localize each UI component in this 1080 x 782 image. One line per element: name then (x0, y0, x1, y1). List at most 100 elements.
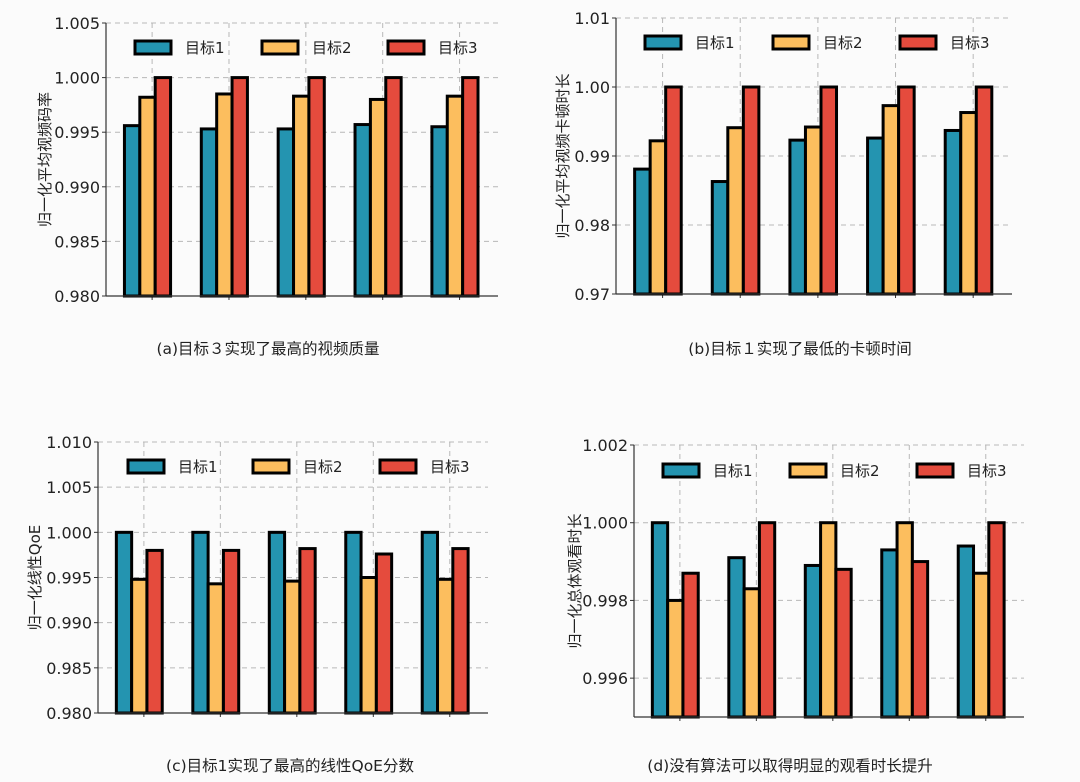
bar-series2-group4 (895, 521, 914, 719)
bar-series3-group3 (307, 76, 326, 298)
bar-series2-group3 (292, 94, 311, 298)
y-tick-label: 0.990 (46, 614, 92, 633)
y-axis-label: 归一化平均视频码率 (36, 92, 54, 227)
bar-series3-group5 (987, 521, 1006, 719)
legend-swatch-series2 (260, 39, 300, 56)
bar-series1-group1 (650, 521, 670, 719)
bar-series1-group3 (276, 127, 296, 298)
y-tick-label: 1.005 (54, 14, 100, 33)
legend-swatch-series3 (898, 34, 938, 51)
bar-series2-group2 (726, 126, 745, 296)
legend-label-series2: 目标2 (303, 458, 343, 476)
bar-series3-group1 (153, 76, 173, 298)
bar-series3-group2 (230, 76, 249, 298)
bar-series3-group5 (451, 547, 470, 715)
bar-series3-group4 (374, 552, 394, 715)
legend-swatch-series3 (915, 462, 955, 479)
bar-series3-group1 (664, 85, 683, 296)
bar-series2-group2 (215, 92, 234, 298)
y-tick-label: 1.000 (54, 69, 100, 88)
bar-series1-group3 (267, 530, 287, 715)
bar-series2-group4 (881, 104, 901, 296)
y-tick-label: 1.000 (582, 514, 628, 533)
legend-label-series3: 目标3 (438, 39, 478, 57)
bar-series2-group5 (972, 571, 991, 719)
chart-a: 0.980 0.985 0.990 0.995 1.000 1.005 归一化平均视频码率 目… (36, 14, 498, 306)
legend-swatch-series3 (378, 458, 418, 475)
bar-series1-group1 (633, 167, 652, 296)
legend-label-series1: 目标1 (178, 458, 218, 476)
bar-series1-group4 (880, 548, 899, 719)
bar-series1-group1 (122, 124, 142, 298)
bar-series1-group3 (803, 563, 823, 719)
y-tick-label: 1.000 (46, 523, 92, 542)
legend-label-series1: 目标1 (185, 39, 225, 57)
legend-label-series3: 目标3 (950, 34, 990, 52)
legend-swatch-series1 (661, 462, 701, 479)
bar-series2-group5 (959, 111, 978, 296)
y-tick-label: 0.995 (46, 569, 92, 588)
legend-swatch-series2 (251, 458, 291, 475)
y-axis-label: 归一化线性QoE (26, 525, 44, 630)
y-tick-label: 1.010 (46, 433, 92, 452)
y-tick-label: 0.97 (574, 285, 610, 304)
bar-series1-group1 (114, 530, 134, 715)
bar-series2-group4 (368, 97, 388, 298)
bar-series3-group2 (221, 548, 241, 715)
y-tick-label: 0.98 (574, 216, 610, 235)
bar-series1-group5 (943, 128, 963, 296)
legend: 目标1 目标2 目标3 (126, 458, 470, 476)
bar-series1-group2 (710, 180, 730, 296)
caption-a: (a)目标３实现了最高的视频质量 (156, 340, 380, 358)
bar-series3-group5 (461, 76, 480, 298)
bar-series3-group2 (741, 85, 761, 296)
bar-series2-group5 (445, 94, 465, 298)
bar-series2-group3 (803, 125, 823, 296)
bar-series3-group1 (145, 548, 164, 715)
bar-series1-group2 (199, 127, 219, 298)
y-tick-label: 1.002 (582, 436, 628, 455)
y-tick-label: 0.990 (54, 178, 100, 197)
y-tick-label: 0.995 (54, 123, 100, 142)
bar-series2-group3 (283, 579, 302, 715)
legend-label-series2: 目标2 (840, 462, 880, 480)
bar-series2-group3 (819, 521, 838, 719)
bar-series2-group2 (206, 582, 225, 715)
bar-series3-group4 (897, 85, 916, 296)
legend-label-series2: 目标2 (823, 34, 863, 52)
bar-series3-group4 (910, 560, 930, 719)
legend-label-series3: 目标3 (967, 462, 1007, 480)
bar-series3-group3 (819, 85, 839, 296)
legend-swatch-series2 (788, 462, 828, 479)
bar-series3-group2 (757, 521, 777, 719)
bar-series1-group5 (420, 530, 440, 715)
y-tick-label: 1.005 (46, 478, 92, 497)
legend-swatch-series1 (133, 39, 173, 56)
y-axis-label: 归一化平均视频卡顿时长 (554, 73, 572, 238)
bar-series2-group1 (666, 598, 685, 719)
legend: 目标1 目标2 目标3 (661, 462, 1007, 480)
y-tick-label: 0.980 (46, 704, 92, 723)
bar-series1-group3 (788, 138, 807, 296)
chart-d: 0.996 0.998 1.000 1.002 归一化总体观看时长 目标1 目标2 目标3 (566, 436, 1024, 721)
bar-series3-group1 (681, 571, 700, 719)
chart-c: 0.980 0.985 0.990 0.995 1.000 1.005 1.010 归一化线性… (26, 433, 488, 723)
y-tick-label: 0.980 (54, 287, 100, 306)
bar-series1-group4 (866, 136, 885, 296)
bar-series3-group3 (834, 567, 853, 719)
legend: 目标1 目标2 目标3 (133, 39, 478, 57)
bar-series2-group1 (138, 95, 157, 298)
y-tick-label: 0.998 (582, 591, 628, 610)
legend-swatch-series2 (771, 34, 811, 51)
legend-swatch-series3 (386, 39, 426, 56)
bar-series1-group4 (344, 530, 363, 715)
y-tick-label: 0.985 (46, 659, 92, 678)
legend-swatch-series1 (126, 458, 166, 475)
y-axis-label: 归一化总体观看时长 (566, 513, 584, 648)
bar-series3-group5 (974, 85, 994, 296)
caption-d: (d)没有算法可以取得明显的观看时长提升 (647, 757, 933, 775)
legend-label-series3: 目标3 (430, 458, 470, 476)
bar-series2-group1 (648, 139, 668, 296)
bar-series1-group2 (727, 556, 746, 719)
y-tick-label: 0.99 (574, 147, 610, 166)
